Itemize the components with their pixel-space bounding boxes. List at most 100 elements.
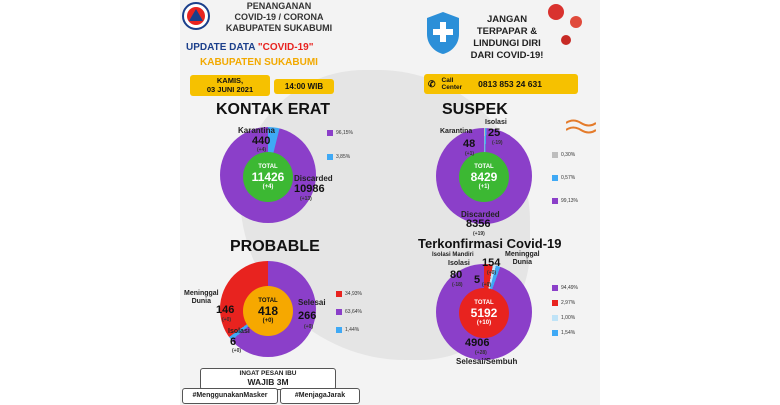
time-box: 14:00 WIB [274, 79, 334, 94]
kontak-legend-1: 96,15% [327, 130, 353, 136]
kontak-discarded-label: Discarded [294, 174, 333, 183]
probable-legend-3: 1,44% [336, 327, 359, 333]
terkonfirmasi-total-circle: TOTAL 5192 (+10) [459, 288, 509, 338]
suspek-legend-3: 99,13% [552, 198, 578, 204]
suspek-legend-2: 0,57% [552, 175, 575, 181]
bnpb-logo-icon [182, 2, 210, 30]
kontak-karantina-label: Karantina [238, 126, 275, 135]
org-line3: KABUPATEN SUKABUMI [225, 23, 333, 33]
shield-icon [424, 10, 462, 56]
probable-legend-2: 63,64% [336, 309, 362, 315]
kontak-karantina-value: 440 [252, 135, 271, 147]
suspek-discarded-value: 8356 [466, 218, 491, 230]
suspek-discarded-delta: (+19) [473, 231, 485, 237]
terkonfirmasi-legend-4: 1,54% [552, 330, 575, 336]
phone-icon: ✆ [428, 78, 436, 89]
probable-isolasi-delta: (+0) [232, 348, 242, 354]
terkonfirmasi-selesai-label: Selesai/Sembuh [456, 357, 518, 366]
org-line2: COVID-19 / CORONA [234, 12, 324, 22]
suspek-total-circle: TOTAL 8429 (+1) [459, 152, 509, 202]
terkonfirmasi-isolasi-mandiri-delta: (+0) [482, 282, 492, 288]
kontak-discarded-delta: (+13) [300, 196, 312, 202]
slogan: JANGAN TERPAPAR & LINDUNGI DIRI DARI COV… [462, 14, 552, 62]
phone-number: 0813 853 24 631 [478, 79, 542, 89]
terkonfirmasi-total-delta: (+10) [476, 320, 492, 326]
call-label: Call Center [442, 77, 463, 91]
org-title: PENANGANAN COVID-19 / CORONA KABUPATEN S… [214, 1, 344, 34]
probable-total-delta: (+0) [262, 318, 274, 324]
kontak-total-circle: TOTAL 11426 (+4) [243, 152, 293, 202]
probable-total-label: TOTAL [258, 298, 278, 304]
probable-selesai-value: 266 [298, 310, 317, 322]
terkonfirmasi-isolasi-delta: (-18) [452, 282, 463, 288]
suspek-legend-1: 0,30% [552, 152, 575, 158]
probable-title: PROBABLE [230, 238, 320, 255]
terkonfirmasi-meninggal-line2: Dunia [512, 259, 533, 266]
tag-jarak: #MenjagaJarak [280, 388, 360, 404]
slogan-line4: DARI COVID-19! [470, 50, 544, 61]
kontak-total-delta: (+4) [262, 184, 274, 190]
probable-meninggal-label: Meninggal Dunia [184, 290, 219, 306]
suspek-isolasi-label: Isolasi [485, 119, 507, 126]
suspek-isolasi-value: 25 [488, 127, 501, 139]
kontak-discarded-value: 10986 [294, 183, 325, 195]
wave-icon [565, 118, 597, 138]
slogan-line1: JANGAN [486, 14, 528, 25]
probable-legend-1: 34,93% [336, 291, 362, 297]
suspek-karantina-value: 48 [463, 138, 476, 150]
terkonfirmasi-total-label: TOTAL [474, 300, 494, 306]
probable-selesai-delta: (+0) [304, 324, 314, 330]
call-label-line2: Center [441, 84, 463, 91]
suspek-isolasi-delta: (-19) [492, 140, 503, 146]
probable-selesai-label: Selesai [298, 298, 326, 307]
terkonfirmasi-meninggal-line1: Meninggal [505, 251, 540, 258]
update-prefix: UPDATE DATA [186, 42, 256, 53]
suspek-total-label: TOTAL [474, 164, 494, 170]
kontak-karantina-delta: (+4) [257, 147, 267, 153]
terkonfirmasi-isolasi-mandiri-label: Isolasi Mandiri [432, 252, 474, 258]
suspek-total-value: 8429 [470, 170, 498, 184]
terkonfirmasi-selesai-value: 4906 [465, 337, 490, 349]
probable-meninggal-delta: (+0) [222, 317, 232, 323]
pesan-text: INGAT PESAN IBU [239, 370, 297, 377]
kontak-total-value: 11426 [251, 170, 285, 184]
probable-isolasi-value: 6 [230, 336, 237, 348]
date-box: KAMIS, 03 JUNI 2021 [190, 75, 270, 96]
call-label-line1: Call [441, 77, 454, 84]
probable-meninggal-line1: Meninggal [184, 290, 219, 297]
terkonfirmasi-legend-2: 2,97% [552, 300, 575, 306]
suspek-karantina-label: Karantina [440, 128, 473, 135]
date-value: 03 JUNI 2021 [206, 85, 254, 94]
probable-meninggal-value: 146 [216, 304, 235, 316]
org-line1: PENANGANAN [246, 1, 312, 11]
terkonfirmasi-meninggal-delta: (+0) [487, 270, 497, 276]
terkonfirmasi-selesai-delta: (+28) [475, 350, 487, 356]
probable-isolasi-label: Isolasi [228, 328, 250, 335]
kontak-legend-2: 3,85% [327, 154, 350, 160]
suspek-karantina-delta: (+1) [465, 151, 475, 157]
suspek-discarded-label: Discarded [461, 210, 500, 219]
update-heading: UPDATE DATA "COVID-19" [186, 42, 313, 53]
probable-total-value: 418 [257, 304, 279, 318]
poster: PENANGANAN COVID-19 / CORONA KABUPATEN S… [180, 0, 600, 405]
terkonfirmasi-legend-1: 94,49% [552, 285, 578, 291]
wajib-text: WAJIB 3M [247, 377, 289, 387]
probable-total-circle: TOTAL 418 (+0) [243, 286, 293, 336]
virus-icon [536, 0, 586, 50]
terkonfirmasi-isolasi-mandiri-value: 5 [474, 274, 481, 286]
pesan-box: INGAT PESAN IBU WAJIB 3M [200, 368, 336, 390]
terkonfirmasi-isolasi-label: Isolasi [448, 260, 470, 267]
slogan-line2: TERPAPAR & [476, 26, 538, 37]
terkonfirmasi-total-value: 5192 [470, 306, 498, 320]
call-center-box: ✆ Call Center 0813 853 24 631 [424, 74, 578, 94]
kontak-total-label: TOTAL [258, 164, 278, 170]
probable-meninggal-line2: Dunia [191, 298, 212, 305]
suspek-total-delta: (+1) [478, 184, 490, 190]
terkonfirmasi-legend-3: 1,00% [552, 315, 575, 321]
slogan-line3: LINDUNGI DIRI [473, 38, 541, 49]
suspek-title: SUSPEK [442, 101, 508, 118]
terkonfirmasi-isolasi-value: 80 [450, 269, 463, 281]
terkonfirmasi-meninggal-label: Meninggal Dunia [505, 251, 540, 267]
tag-masker: #MenggunakanMasker [182, 388, 278, 404]
